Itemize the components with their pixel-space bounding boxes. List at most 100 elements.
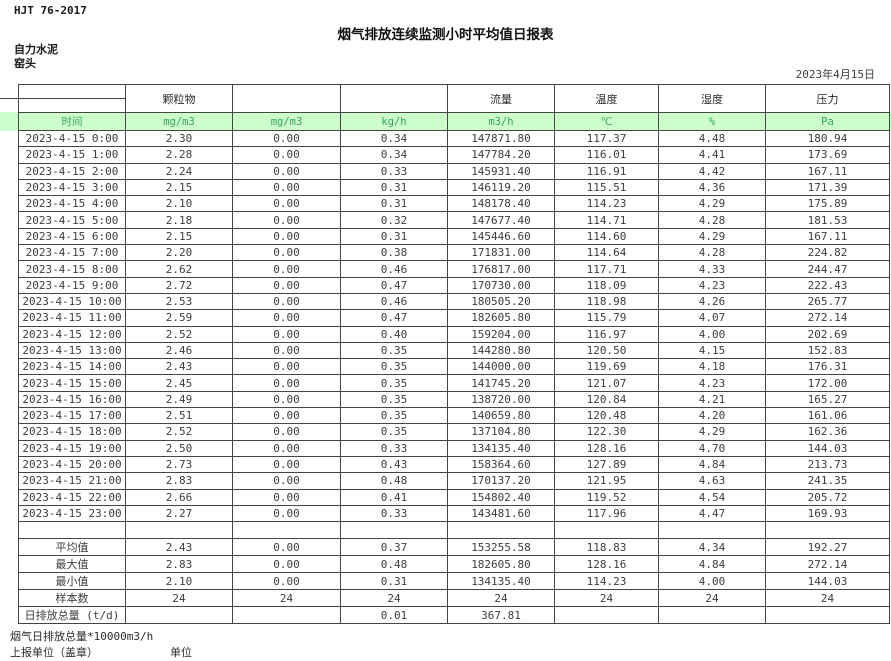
value-cell: 0.00 (232, 211, 341, 229)
value-cell: 0.35 (340, 423, 448, 441)
empty-cell (18, 521, 126, 540)
value-cell: 169.93 (765, 504, 890, 523)
time-cell: 2023-4-15 1:00 (18, 146, 126, 164)
table-row: 2023-4-15 18:00 2.52 0.00 0.35 137104.80 122.… (18, 423, 890, 441)
value-cell: 140659.80 (447, 407, 555, 425)
table-row: 2023-4-15 12:00 2.52 0.00 0.40 159204.00 116.… (18, 325, 890, 343)
time-cell: 2023-4-15 3:00 (18, 178, 126, 197)
value-cell: 2.53 (125, 292, 233, 311)
unit-cell: Pa (765, 112, 890, 131)
value-cell: 0.00 (232, 146, 341, 164)
value-cell: 0.48 (340, 555, 448, 574)
value-cell: 117.96 (554, 504, 659, 523)
value-cell: 0.38 (340, 244, 448, 262)
value-cell: 4.63 (658, 472, 766, 490)
group-header-particulate: 颗粒物 (125, 84, 233, 113)
value-cell: 148178.40 (447, 195, 555, 213)
table-row: 2023-4-15 10:00 2.53 0.00 0.46 180505.20 118.… (18, 292, 890, 311)
value-cell: 192.27 (765, 538, 890, 557)
value-cell: 0.00 (232, 555, 341, 574)
value-cell: 0.46 (340, 292, 448, 311)
value-cell: 0.00 (232, 292, 341, 311)
table-row: 2023-4-15 16:00 2.49 0.00 0.35 138720.00 120.… (18, 390, 890, 409)
summary-label-cell: 平均值 (18, 538, 126, 557)
value-cell: 222.43 (765, 276, 890, 294)
unit-cell: % (658, 112, 766, 131)
value-cell: 4.15 (658, 341, 766, 360)
value-cell: 2.18 (125, 211, 233, 229)
value-cell: 2.83 (125, 555, 233, 574)
time-cell: 2023-4-15 23:00 (18, 504, 126, 523)
value-cell: 0.35 (340, 358, 448, 376)
table-row: 2023-4-15 14:00 2.43 0.00 0.35 144000.00 119.… (18, 358, 890, 376)
value-cell: 0.00 (232, 178, 341, 197)
time-cell: 2023-4-15 11:00 (18, 309, 126, 327)
value-cell: 244.47 (765, 260, 890, 278)
value-cell: 0.00 (232, 195, 341, 213)
value-cell: 170137.20 (447, 472, 555, 490)
value-cell: 24 (340, 589, 448, 608)
value-cell: 4.28 (658, 244, 766, 262)
value-cell (125, 521, 233, 540)
value-cell: 2.15 (125, 178, 233, 197)
group-header-flow: 流量 (447, 84, 555, 113)
value-cell: 24 (125, 589, 233, 608)
value-cell: 0.00 (232, 129, 341, 148)
value-cell: 119.69 (554, 358, 659, 376)
station-name: 窑头 (14, 57, 36, 70)
time-cell: 2023-4-15 18:00 (18, 423, 126, 441)
time-cell: 2023-4-15 7:00 (18, 244, 126, 262)
value-cell: 159204.00 (447, 325, 555, 343)
table-row: 2023-4-15 19:00 2.50 0.00 0.33 134135.40 128.… (18, 439, 890, 457)
value-cell: 120.48 (554, 407, 659, 425)
value-cell: 0.00 (232, 227, 341, 246)
value-cell: 2.49 (125, 390, 233, 409)
value-cell (232, 521, 341, 540)
unit-header-row: 时间 mg/m3 mg/m3 kg/h m3/h ℃ % Pa (18, 112, 890, 131)
unit-cell: mg/m3 (125, 112, 233, 131)
value-cell: 2.62 (125, 260, 233, 278)
value-cell: 134135.40 (447, 572, 555, 591)
value-cell: 165.27 (765, 390, 890, 409)
value-cell (125, 606, 233, 625)
value-cell: 0.37 (340, 538, 448, 557)
value-cell: 114.23 (554, 195, 659, 213)
value-cell: 117.71 (554, 260, 659, 278)
value-cell: 0.00 (232, 244, 341, 262)
value-cell: 4.00 (658, 325, 766, 343)
value-cell: 171831.00 (447, 244, 555, 262)
table-row: 2023-4-15 13:00 2.46 0.00 0.35 144280.80 120.… (18, 341, 890, 360)
group-header-empty-2 (340, 84, 448, 113)
value-cell: 4.20 (658, 407, 766, 425)
value-cell: 2.83 (125, 472, 233, 490)
value-cell: 120.50 (554, 341, 659, 360)
value-cell (658, 521, 766, 540)
value-cell: 144280.80 (447, 341, 555, 360)
group-header-pressure: 压力 (765, 84, 890, 113)
time-cell: 2023-4-15 8:00 (18, 260, 126, 278)
table-row: 2023-4-15 7:00 2.20 0.00 0.38 171831.00 114.6… (18, 244, 890, 262)
value-cell: 265.77 (765, 292, 890, 311)
value-cell: 2.51 (125, 407, 233, 425)
value-cell: 0.00 (232, 504, 341, 523)
report-date: 2023年4月15日 (795, 68, 875, 81)
group-header-temperature: 温度 (554, 84, 659, 113)
value-cell: 241.35 (765, 472, 890, 490)
time-cell: 2023-4-15 10:00 (18, 292, 126, 311)
value-cell (232, 606, 341, 625)
summary-row: 平均值 2.43 0.00 0.37 153255.58 118.83 4.34 192.27 (18, 538, 890, 557)
value-cell: 4.70 (658, 439, 766, 457)
time-cell: 2023-4-15 21:00 (18, 472, 126, 490)
value-cell: 0.31 (340, 195, 448, 213)
time-cell: 2023-4-15 15:00 (18, 374, 126, 392)
table-row: 2023-4-15 11:00 2.59 0.00 0.47 182605.80 115.… (18, 309, 890, 327)
value-cell: 0.35 (340, 341, 448, 360)
table-row: 2023-4-15 4:00 2.10 0.00 0.31 148178.40 114.2… (18, 195, 890, 213)
table-row: 2023-4-15 2:00 2.24 0.00 0.33 145931.40 116.9… (18, 162, 890, 180)
value-cell: 4.84 (658, 555, 766, 574)
value-cell: 147784.20 (447, 146, 555, 164)
value-cell: 167.11 (765, 162, 890, 180)
value-cell: 2.45 (125, 374, 233, 392)
value-cell: 4.47 (658, 504, 766, 523)
time-cell: 2023-4-15 2:00 (18, 162, 126, 180)
